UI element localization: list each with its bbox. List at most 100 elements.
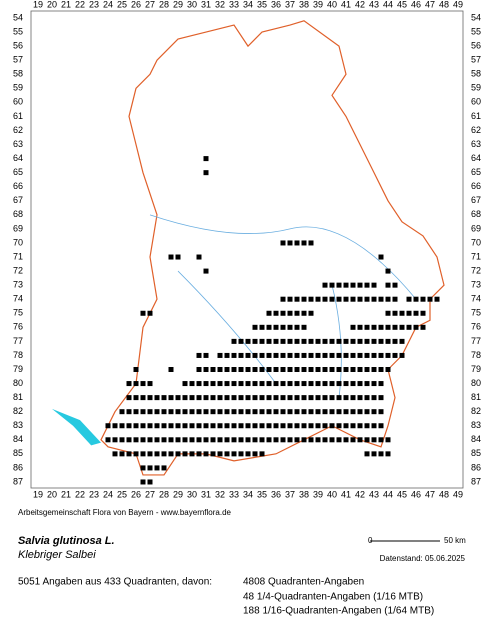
y-label-right: 66 (471, 181, 481, 191)
occurrence-square (217, 423, 223, 429)
occurrence-square (210, 437, 216, 443)
occurrence-square (329, 282, 335, 288)
x-label-bottom: 30 (187, 489, 197, 499)
y-label-right: 77 (471, 336, 481, 346)
occurrence-square (210, 381, 216, 387)
occurrence-square (259, 437, 265, 443)
occurrence-square (259, 381, 265, 387)
y-label-right: 85 (471, 448, 481, 458)
occurrence-square (329, 381, 335, 387)
occurrence-square (203, 367, 209, 372)
x-label-top: 37 (285, 0, 295, 9)
occurrence-square (364, 296, 370, 302)
occurrence-square (399, 310, 405, 316)
y-label-right: 59 (471, 83, 481, 93)
occurrence-square (357, 324, 363, 330)
occurrence-square (301, 381, 307, 387)
occurrence-square (392, 338, 398, 344)
occurrence-square (168, 395, 174, 401)
occurrence-square (287, 381, 293, 387)
occurrence-square (371, 352, 377, 358)
occurrence-square (133, 437, 139, 443)
occurrence-square (308, 409, 314, 415)
occurrence-square (343, 352, 349, 358)
map-frame (30, 10, 464, 489)
occurrence-square (189, 381, 195, 387)
occurrence-square (252, 381, 258, 387)
occurrence-square (329, 409, 335, 415)
y-label-right: 54 (471, 12, 481, 22)
y-label-left: 59 (13, 83, 23, 93)
occurrence-square (259, 423, 265, 429)
occurrence-square (175, 409, 181, 415)
occurrence-square (280, 437, 286, 443)
y-label-left: 79 (13, 364, 23, 374)
occurrence-square (350, 381, 356, 387)
occurrence-square (196, 409, 202, 415)
occurrence-square (336, 381, 342, 387)
occurrence-square (147, 381, 153, 387)
occurrence-square (140, 423, 146, 429)
y-label-left: 85 (13, 448, 23, 458)
y-label-right: 82 (471, 406, 481, 416)
occurrence-square (378, 381, 384, 387)
y-label-left: 71 (13, 251, 23, 261)
occurrence-square (308, 296, 314, 302)
occurrence-square (392, 282, 398, 288)
occurrence-square (252, 451, 258, 457)
occurrence-square (343, 338, 349, 344)
x-label-bottom: 38 (299, 489, 309, 499)
occurrence-square (259, 451, 265, 457)
occurrence-square (406, 324, 412, 330)
x-label-bottom: 19 (33, 489, 43, 499)
y-label-right: 69 (471, 223, 481, 233)
occurrence-square (350, 282, 356, 288)
y-label-left: 66 (13, 181, 23, 191)
occurrence-square (350, 352, 356, 358)
occurrence-square (231, 338, 237, 344)
occurrence-square (315, 381, 321, 387)
occurrence-square (245, 352, 251, 358)
occurrence-square (294, 437, 300, 443)
stats-line: 48 1/4-Quadranten-Angaben (1/16 MTB) (243, 592, 423, 603)
occurrence-square (273, 352, 279, 358)
occurrence-square (280, 352, 286, 358)
occurrence-square (273, 381, 279, 387)
occurrence-square (154, 409, 160, 415)
occurrence-square (329, 338, 335, 344)
occurrence-square (336, 409, 342, 415)
occurrence-square (231, 451, 237, 457)
occurrence-square (252, 324, 258, 330)
occurrence-square (280, 381, 286, 387)
occurrence-square (301, 352, 307, 358)
occurrence-square (231, 367, 237, 372)
occurrence-square (231, 352, 237, 358)
occurrence-square (322, 338, 328, 344)
occurrence-square (217, 367, 223, 372)
occurrence-square (350, 367, 356, 372)
y-label-right: 78 (471, 350, 481, 360)
y-label-left: 80 (13, 378, 23, 388)
y-label-right: 70 (471, 237, 481, 247)
y-label-left: 87 (13, 476, 23, 486)
x-label-bottom: 33 (229, 489, 239, 499)
occurrence-square (119, 451, 125, 457)
y-label-right: 55 (471, 26, 481, 36)
occurrence-square (343, 282, 349, 288)
occurrence-square (280, 367, 286, 372)
occurrence-square (273, 367, 279, 372)
occurrence-square (245, 409, 251, 415)
y-label-left: 54 (13, 12, 23, 22)
occurrence-square (308, 310, 314, 316)
occurrence-square (147, 409, 153, 415)
occurrence-square (308, 381, 314, 387)
occurrence-square (287, 338, 293, 344)
occurrence-square (427, 296, 433, 302)
occurrence-square (224, 367, 230, 372)
occurrence-square (154, 423, 160, 429)
river (177, 270, 277, 384)
occurrence-square (196, 254, 202, 260)
occurrence-square (301, 409, 307, 415)
y-label-left: 82 (13, 406, 23, 416)
occurrence-square (406, 296, 412, 302)
